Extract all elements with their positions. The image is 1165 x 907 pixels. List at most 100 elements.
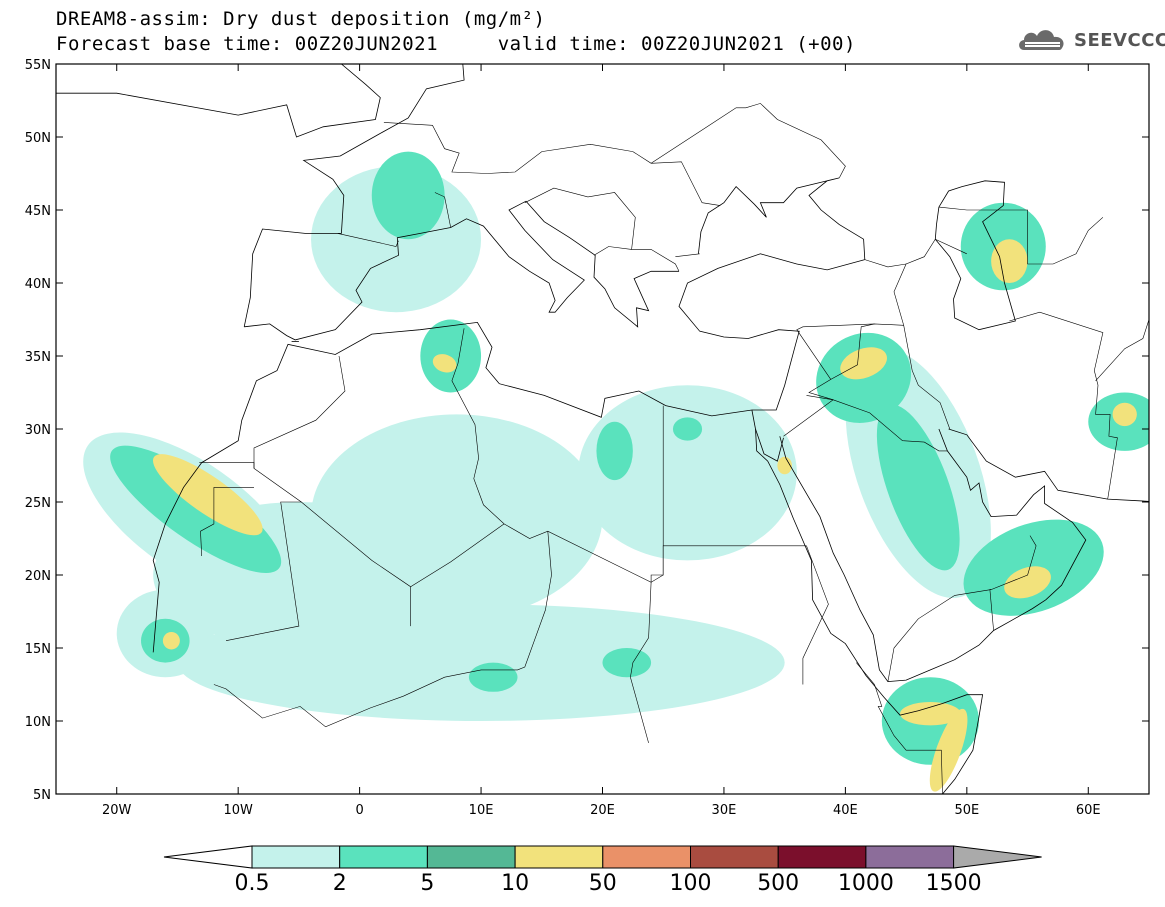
colorbar-swatch [339, 845, 428, 869]
deposition-region [929, 708, 968, 792]
deposition-region [672, 417, 703, 441]
deposition-region [432, 354, 457, 373]
deposition-region [1004, 566, 1051, 599]
deposition-region [1112, 402, 1137, 427]
colorbar-swatch [514, 845, 604, 869]
coastline [755, 428, 784, 462]
coastline [244, 200, 679, 341]
forecast-time-subtitle: Forecast base time: 00Z20JUN2021 valid t… [56, 33, 856, 55]
colorbar-label: 0.5 [235, 871, 270, 896]
country-border [806, 395, 948, 452]
colorbar-low-arrow [163, 845, 253, 869]
colorbar-swatch [602, 845, 691, 869]
colorbar-label: 50 [589, 871, 617, 896]
country-border [524, 187, 680, 272]
deposition-region [777, 456, 792, 475]
deposition-region [602, 648, 652, 678]
country-border [301, 501, 411, 627]
deposition-region [110, 445, 282, 573]
coastline [243, 64, 465, 327]
deposition-region [371, 151, 445, 240]
colorbar-swatch [865, 845, 955, 869]
deposition-region [578, 385, 797, 561]
country-border [675, 253, 700, 257]
lon-tick-label: 10W [223, 803, 253, 818]
lon-tick-label: 10E [469, 803, 494, 818]
map-title: DREAM8-assim: Dry dust deposition (mg/m²… [56, 8, 546, 30]
lat-tick-label: 35N [25, 350, 51, 365]
deposition-region [991, 239, 1028, 283]
country-border [796, 323, 875, 380]
lon-tick-label: 30E [712, 803, 737, 818]
lon-tick-label: 50E [954, 803, 979, 818]
seevccc-logo: SEEVCCC [1016, 26, 1165, 54]
country-border [887, 589, 992, 682]
country-border [383, 122, 721, 206]
deposition-region [900, 702, 961, 726]
country-border [856, 662, 943, 794]
lat-tick-label: 25N [25, 496, 51, 511]
country-border [802, 545, 829, 685]
country-border [630, 545, 664, 743]
country-border [864, 259, 907, 268]
coastline [698, 177, 866, 260]
country-border [1095, 319, 1149, 382]
country-border [410, 523, 505, 587]
colorbar-swatch [426, 845, 516, 869]
colorbar-label: 10 [501, 871, 529, 896]
lat-tick-label: 15N [25, 642, 51, 657]
lat-tick-label: 20N [25, 569, 51, 584]
colorbar-swatch [251, 845, 341, 869]
colorbar-high-arrow [953, 845, 1042, 869]
colorbar-label: 5 [420, 871, 434, 896]
deposition-region [840, 347, 887, 380]
lon-tick-label: 20E [590, 803, 615, 818]
lon-tick-label: 0 [355, 803, 363, 818]
country-border [893, 238, 967, 326]
country-border [989, 535, 1037, 631]
lat-tick-label: 55N [25, 58, 51, 73]
coastline [948, 428, 1149, 502]
coastline [152, 253, 865, 653]
lat-tick-label: 5N [33, 788, 51, 803]
lon-tick-label: 40E [833, 803, 858, 818]
lat-tick-label: 50N [25, 131, 51, 146]
country-border [1009, 311, 1118, 500]
colorbar-label: 1000 [838, 871, 894, 896]
lat-tick-label: 40N [25, 277, 51, 292]
colorbar-label: 1500 [926, 871, 982, 896]
country-border [783, 323, 951, 437]
lat-tick-label: 45N [25, 204, 51, 219]
coastline [751, 409, 984, 794]
deposition-region [152, 454, 263, 536]
deposition-region [420, 319, 482, 393]
deposition-region [468, 662, 518, 692]
lon-tick-label: 20W [102, 803, 132, 818]
country-border [213, 531, 552, 728]
coastline [779, 428, 1087, 683]
colorbar-swatch [777, 845, 867, 869]
country-border [938, 206, 1104, 265]
colorbar-label: 2 [333, 871, 347, 896]
country-border [253, 355, 346, 469]
country-border [200, 487, 254, 557]
country-border [593, 246, 632, 256]
logo-text: SEEVCCC [1074, 29, 1165, 51]
country-border [650, 103, 846, 179]
deposition-region [177, 604, 785, 721]
deposition-region [162, 631, 180, 650]
colorbar-label: 500 [757, 871, 799, 896]
country-border [434, 192, 451, 228]
country-border [337, 233, 399, 247]
colorbar-swatch [690, 845, 779, 869]
lat-tick-label: 30N [25, 423, 51, 438]
coastline [56, 64, 381, 138]
deposition-region [876, 404, 960, 571]
lat-tick-label: 10N [25, 715, 51, 730]
colorbar-label: 100 [670, 871, 712, 896]
deposition-region [311, 414, 603, 619]
lon-tick-label: 60E [1076, 803, 1101, 818]
coastline [934, 180, 1016, 331]
deposition-region [596, 421, 633, 481]
